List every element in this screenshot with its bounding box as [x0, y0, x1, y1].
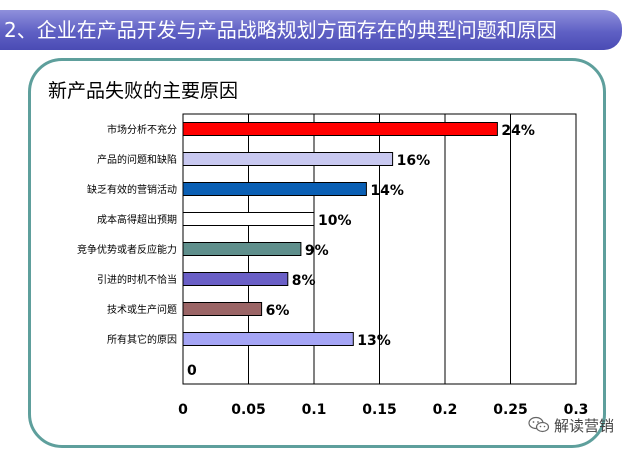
category-label: 成本高得超出预期 [97, 213, 177, 226]
category-label: 竞争优势或者反应能力 [77, 243, 177, 256]
bar [182, 242, 302, 256]
bar [182, 302, 263, 316]
watermark: 解读营销 [528, 414, 614, 436]
watermark-label: 解读营销 [554, 416, 615, 435]
bar [182, 122, 498, 136]
data-label: 24% [501, 123, 535, 139]
data-label: 10% [318, 213, 352, 229]
x-tick-label: 0.25 [493, 402, 528, 418]
chart-title: 新产品失败的主要原因 [48, 80, 239, 102]
data-label: 9% [305, 243, 329, 259]
data-label: 14% [370, 183, 404, 199]
category-label: 技术或生产问题 [107, 303, 177, 316]
category-label: 缺乏有效的营销活动 [87, 183, 177, 196]
data-label: 0 [187, 363, 197, 379]
category-label: 产品的问题和缺陷 [97, 153, 177, 166]
category-label: 市场分析不充分 [107, 123, 177, 136]
x-tick-label: 0.2 [433, 402, 458, 418]
x-tick-label: 0 [178, 402, 188, 418]
x-tick-label: 0.15 [362, 402, 397, 418]
x-tick-label: 0.1 [302, 402, 327, 418]
bar [182, 212, 315, 226]
bar [182, 152, 394, 166]
data-label: 8% [292, 273, 316, 289]
data-label: 13% [357, 333, 391, 349]
bar [182, 332, 354, 346]
data-label: 6% [266, 303, 290, 319]
x-tick-label: 0.3 [564, 402, 589, 418]
page-title: 2、企业在产品开发与产品战略规划方面存在的典型问题和原因 [4, 18, 557, 42]
category-label: 所有其它的原因 [107, 333, 177, 346]
bar [182, 182, 367, 196]
data-label: 16% [397, 153, 431, 169]
wechat-icon [528, 416, 550, 433]
category-label: 引进的时机不恰当 [97, 273, 177, 286]
bar [182, 272, 289, 286]
title-bar: 2、企业在产品开发与产品战略规划方面存在的典型问题和原因 [0, 10, 622, 50]
x-tick-label: 0.05 [231, 402, 266, 418]
